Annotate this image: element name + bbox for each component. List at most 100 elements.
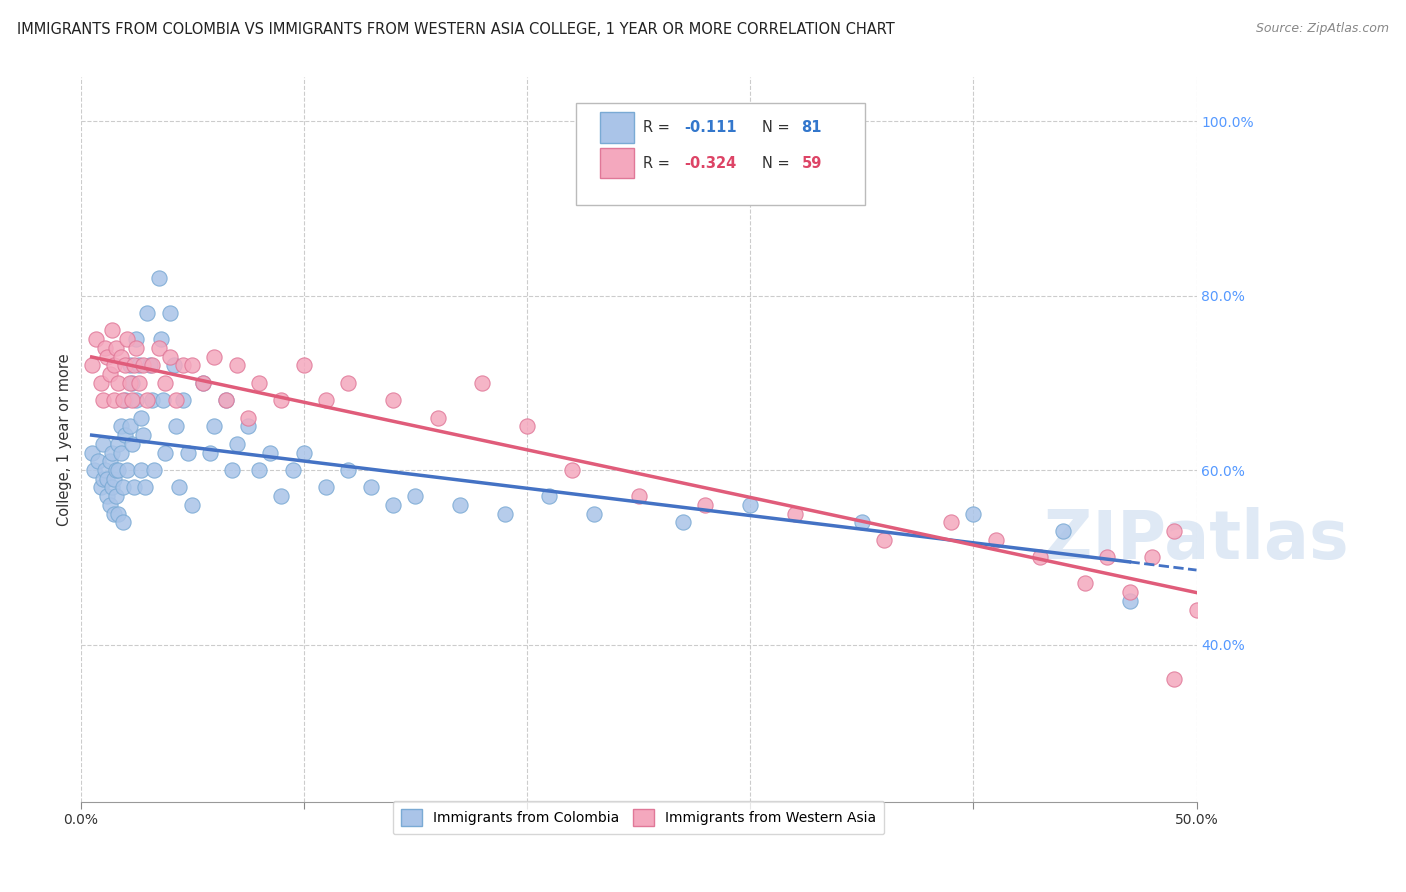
- Point: [118, 376, 141, 390]
- Point: [159, 350, 181, 364]
- Point: [163, 359, 186, 373]
- Point: [181, 498, 204, 512]
- Point: [149, 332, 172, 346]
- Point: [166, 393, 188, 408]
- Point: [100, 445, 122, 459]
- Point: [1140, 550, 1163, 565]
- Point: [111, 393, 134, 408]
- Text: R =: R =: [643, 120, 673, 135]
- Point: [1185, 602, 1208, 616]
- Point: [259, 445, 281, 459]
- Point: [132, 428, 155, 442]
- Legend: Immigrants from Colombia, Immigrants from Western Asia: Immigrants from Colombia, Immigrants fro…: [392, 801, 884, 834]
- Point: [236, 419, 259, 434]
- Point: [111, 516, 134, 530]
- Point: [1163, 673, 1185, 687]
- Point: [270, 489, 292, 503]
- Point: [984, 533, 1007, 547]
- Point: [166, 419, 188, 434]
- Point: [516, 419, 538, 434]
- Point: [118, 419, 141, 434]
- Point: [152, 393, 174, 408]
- Point: [128, 376, 150, 390]
- Point: [96, 350, 118, 364]
- Point: [107, 463, 129, 477]
- Point: [214, 393, 236, 408]
- Text: ZIPatlas: ZIPatlas: [1045, 507, 1348, 573]
- Point: [1118, 585, 1140, 599]
- Point: [315, 481, 337, 495]
- Point: [105, 463, 128, 477]
- Point: [851, 516, 873, 530]
- Point: [449, 498, 471, 512]
- Point: [125, 393, 148, 408]
- Point: [672, 516, 695, 530]
- Point: [360, 481, 382, 495]
- Point: [90, 481, 112, 495]
- Point: [172, 359, 194, 373]
- Point: [121, 393, 143, 408]
- Point: [117, 463, 139, 477]
- Point: [1074, 576, 1097, 591]
- Point: [204, 419, 226, 434]
- Point: [80, 445, 103, 459]
- Point: [214, 393, 236, 408]
- Point: [1052, 524, 1074, 538]
- Point: [107, 507, 129, 521]
- Point: [122, 481, 145, 495]
- Point: [91, 437, 114, 451]
- Point: [1118, 594, 1140, 608]
- Point: [1097, 550, 1119, 565]
- Point: [148, 341, 170, 355]
- Point: [538, 489, 561, 503]
- Point: [103, 507, 125, 521]
- Point: [141, 359, 163, 373]
- Point: [155, 445, 177, 459]
- Point: [114, 428, 136, 442]
- Point: [337, 376, 360, 390]
- Point: [247, 376, 270, 390]
- Text: -0.111: -0.111: [685, 120, 737, 135]
- Text: N =: N =: [762, 156, 794, 170]
- Point: [292, 445, 315, 459]
- Point: [939, 516, 962, 530]
- Point: [138, 359, 160, 373]
- Point: [114, 393, 136, 408]
- Point: [471, 376, 494, 390]
- Point: [121, 376, 143, 390]
- Point: [873, 533, 896, 547]
- Point: [582, 507, 605, 521]
- Y-axis label: College, 1 year or more: College, 1 year or more: [58, 353, 72, 525]
- Point: [103, 393, 125, 408]
- Point: [96, 472, 118, 486]
- Point: [98, 454, 121, 468]
- Point: [281, 463, 304, 477]
- Point: [110, 419, 132, 434]
- Point: [143, 463, 166, 477]
- Point: [337, 463, 360, 477]
- Point: [561, 463, 583, 477]
- Point: [105, 489, 128, 503]
- Point: [125, 341, 148, 355]
- Point: [236, 410, 259, 425]
- Point: [117, 332, 139, 346]
- Point: [1029, 550, 1052, 565]
- Point: [96, 489, 118, 503]
- Point: [132, 359, 155, 373]
- Point: [740, 498, 762, 512]
- Point: [125, 332, 148, 346]
- Point: [159, 306, 181, 320]
- Point: [627, 489, 650, 503]
- Point: [155, 376, 177, 390]
- Point: [783, 507, 806, 521]
- Point: [181, 359, 204, 373]
- Point: [167, 481, 190, 495]
- Point: [100, 481, 122, 495]
- Point: [221, 463, 243, 477]
- Point: [98, 498, 121, 512]
- Point: [176, 445, 198, 459]
- Point: [129, 410, 152, 425]
- Point: [114, 359, 136, 373]
- Point: [204, 350, 226, 364]
- Text: 81: 81: [801, 120, 823, 135]
